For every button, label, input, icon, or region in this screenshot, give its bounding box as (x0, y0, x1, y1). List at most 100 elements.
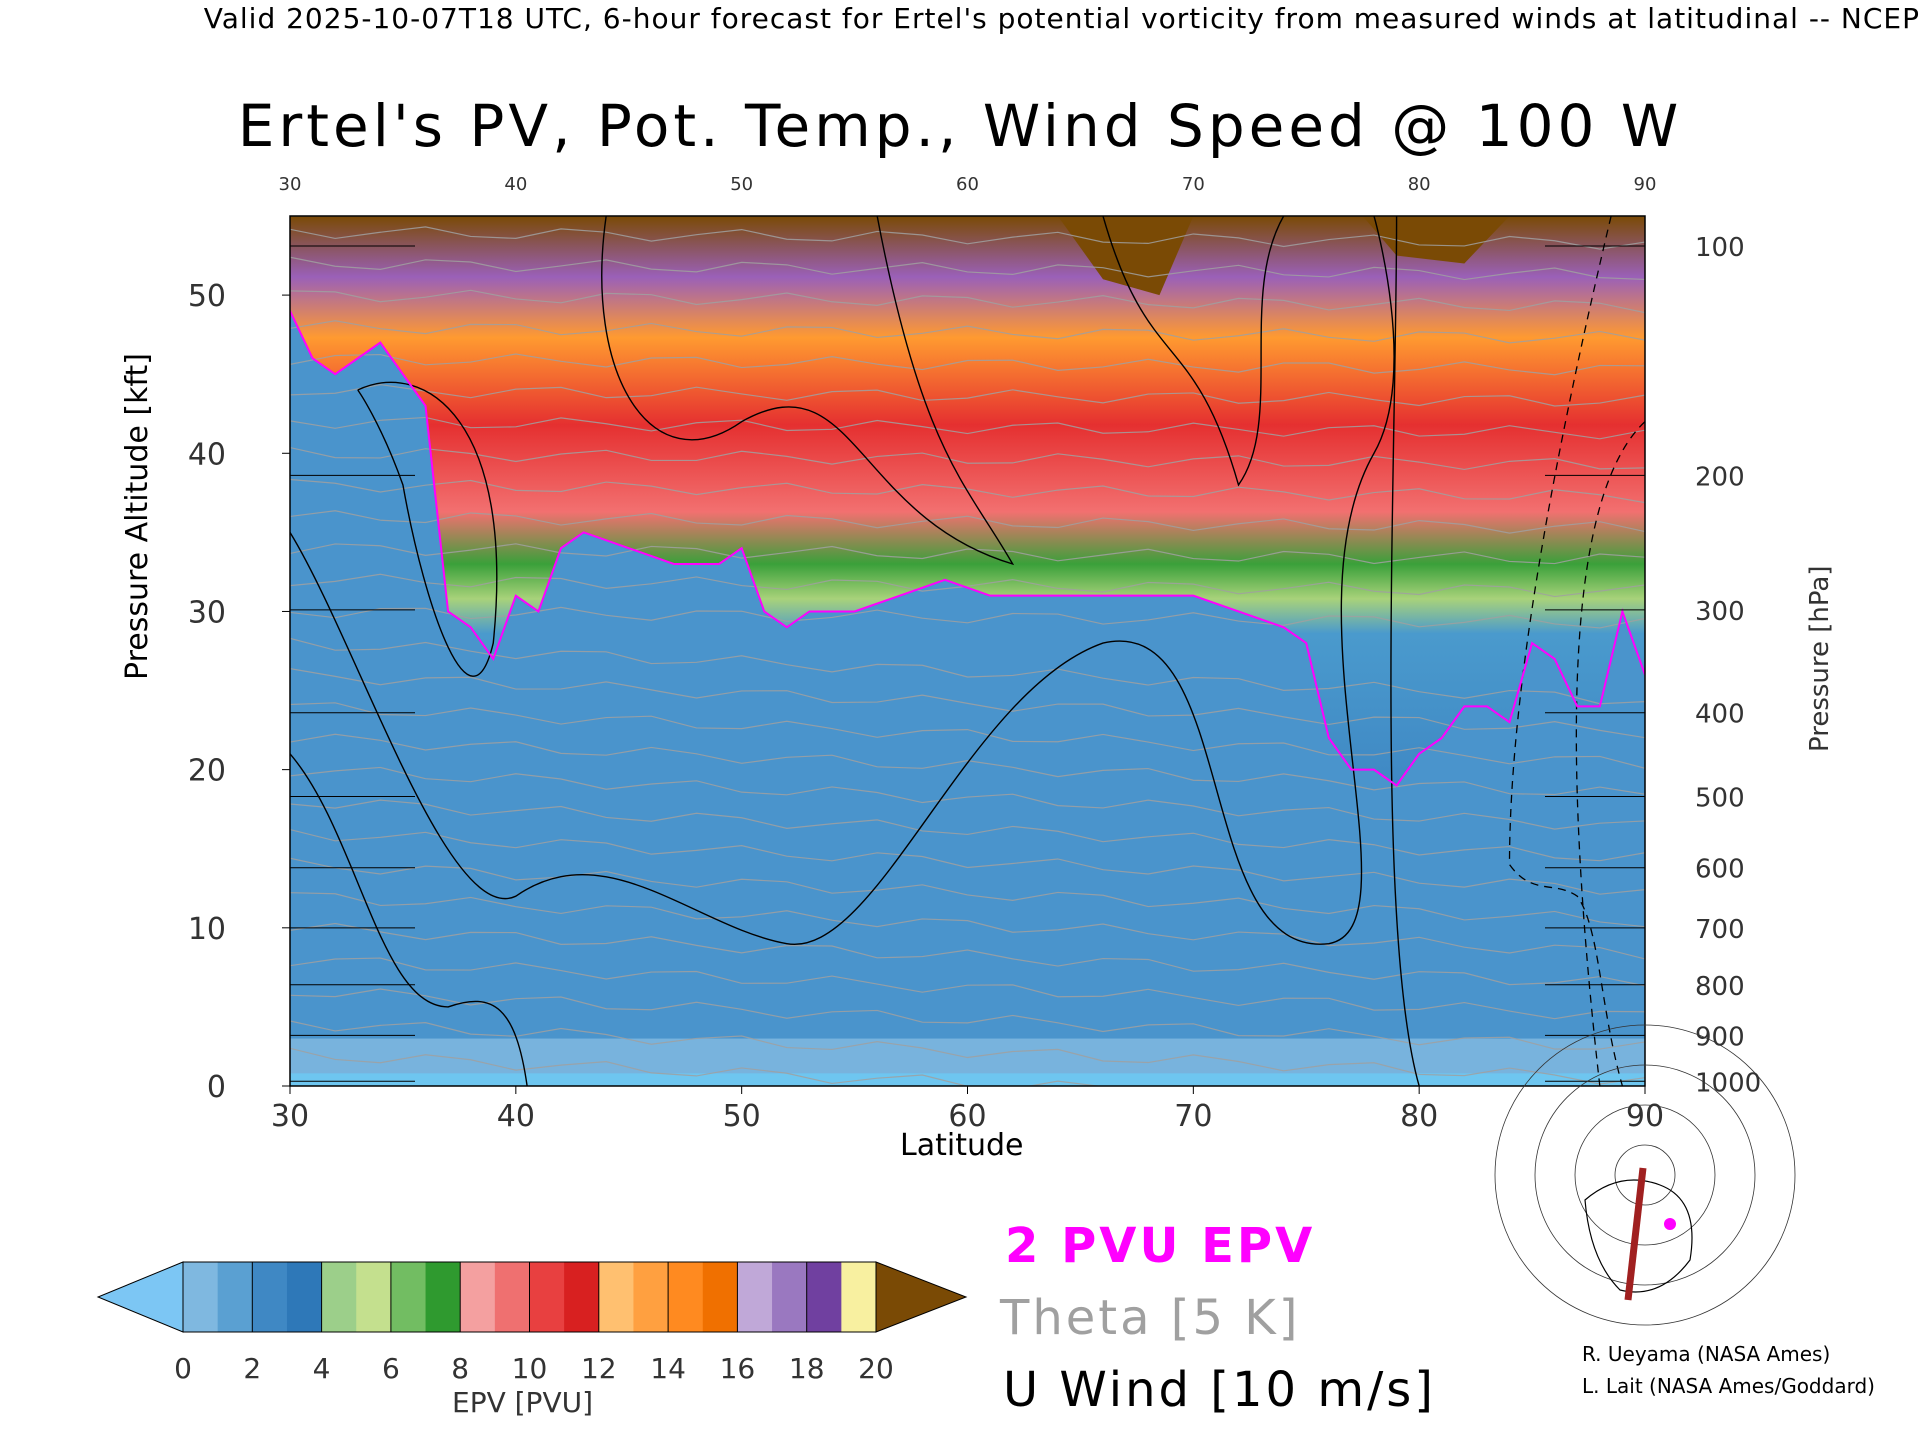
easterly-contour (1575, 421, 1645, 1086)
inset-latitude-circle (1494, 1024, 1796, 1326)
colorbar-tick-label: 8 (451, 1352, 469, 1385)
y-tick-label: 50 (188, 279, 226, 314)
pressure-tick-label: 300 (1695, 597, 1745, 627)
theta-contour (290, 766, 1645, 830)
colorbar-min-arrow (96, 1261, 184, 1333)
troposphere-fill (290, 310, 1645, 1086)
y-tick-label: 10 (188, 912, 226, 947)
colorbar-step (390, 1262, 427, 1332)
theta-contour (290, 733, 1645, 796)
x-tick-label: 50 (723, 1099, 761, 1134)
wind-contour (1102, 216, 1285, 487)
colorbar-step (564, 1262, 600, 1332)
colorbar-step (183, 1262, 219, 1332)
colorbar-tick-label: 6 (382, 1352, 400, 1385)
theta-contour (290, 606, 1645, 629)
theta-contour (290, 799, 1645, 862)
pressure-tick-label: 800 (1695, 972, 1745, 1002)
axes: 3030404050506060707080809090010203040501… (188, 174, 1761, 1134)
theta-contour (290, 543, 1645, 565)
theta-contour (290, 857, 1645, 928)
y-axis-label: Pressure Altitude [kft] (120, 353, 155, 680)
theta-contour (290, 416, 1645, 440)
inset-continent-outline (1584, 1179, 1693, 1293)
colorbar-step (529, 1262, 565, 1332)
inset-cross-section-line (1624, 1167, 1647, 1301)
colorbar-step (321, 1262, 357, 1332)
theta-contour (290, 988, 1645, 1050)
colorbar-step (494, 1262, 530, 1332)
pressure-tick-label: 400 (1695, 700, 1745, 730)
legend-wind: U Wind [10 m/s] (1003, 1362, 1437, 1418)
top-x-tick-label: 30 (279, 174, 302, 195)
pressure-tick-label: 600 (1695, 855, 1745, 885)
colorbar-step (286, 1262, 323, 1332)
x-tick-label: 30 (271, 1099, 309, 1134)
top-x-tick-label: 40 (504, 174, 527, 195)
colorbar-tick-label: 14 (650, 1352, 686, 1385)
inset-latitude-circle (1534, 1064, 1756, 1286)
wind-contour (1390, 216, 1420, 1086)
plot-area (290, 216, 1645, 1086)
colorbar-step (668, 1262, 704, 1332)
theta-contour (290, 353, 1645, 376)
colorbar-tick-label: 18 (789, 1352, 825, 1385)
colorbar-step (772, 1262, 808, 1332)
pressure-tick-label: 700 (1695, 915, 1745, 945)
theta-contour (290, 637, 1645, 705)
x-tick-label: 60 (948, 1099, 986, 1134)
plot-fill-group (290, 216, 1645, 1086)
x-tick-label: 40 (497, 1099, 535, 1134)
theta-contour (290, 256, 1645, 281)
y-tick-label: 40 (188, 437, 226, 472)
legend-theta: Theta [5 K] (1000, 1290, 1301, 1346)
wind-contour (290, 753, 528, 1086)
colorbar-step (252, 1262, 288, 1332)
easterly-contour (1508, 216, 1624, 1086)
y-tick-label: 0 (207, 1070, 226, 1105)
credit-line-2: L. Lait (NASA Ames/Goddard) (1582, 1374, 1875, 1398)
legend-pv: 2 PVU EPV (1005, 1218, 1316, 1274)
theta-contour (290, 446, 1645, 471)
theta-contour (290, 922, 1645, 987)
theta-contour (290, 573, 1645, 598)
theta-contour (290, 1047, 1103, 1086)
wind-contour (601, 216, 1015, 566)
pressure-tick-label: 900 (1695, 1022, 1745, 1052)
theta-contour (290, 957, 1645, 1020)
colorbar-tick-label: 0 (174, 1352, 192, 1385)
inset-latitude-circle (1614, 1144, 1676, 1206)
colorbar-tick-label: 20 (858, 1352, 894, 1385)
top-x-tick-label: 90 (1634, 174, 1657, 195)
inset-location-dot (1664, 1218, 1676, 1230)
wind-contour (290, 216, 1395, 945)
theta-contour (290, 320, 1645, 344)
credit-line-1: R. Ueyama (NASA Ames) (1582, 1342, 1831, 1366)
colorbar-tick-label: 2 (243, 1352, 261, 1385)
pressure-tick-label: 200 (1695, 462, 1745, 492)
top-x-tick-label: 70 (1182, 174, 1205, 195)
colorbar-tick-label: 12 (581, 1352, 617, 1385)
pressure-tick-label: 500 (1695, 784, 1745, 814)
colorbar-step (217, 1262, 253, 1332)
pv-2pvu-line (290, 310, 1645, 787)
theta-contour (290, 289, 1645, 314)
colorbar-step (841, 1262, 877, 1332)
theta-contour (290, 226, 1645, 250)
theta-contour (290, 478, 1645, 504)
theta-contour (290, 702, 1645, 769)
surface-line (290, 1073, 1645, 1086)
colorbar-tick-label: 4 (313, 1352, 331, 1385)
colorbar-step (702, 1262, 738, 1332)
theta-contour (290, 892, 1645, 960)
wind-contour (357, 381, 498, 677)
colorbar-step (425, 1262, 461, 1332)
pressure-tick-label: 1000 (1695, 1068, 1761, 1098)
y-tick-label: 20 (188, 754, 226, 789)
pressure-tick-label: 100 (1695, 233, 1745, 263)
theta-contour (290, 828, 1645, 895)
inset-map (1494, 1024, 1796, 1326)
colorbar-step (737, 1262, 773, 1332)
inset-latitude-circle (1574, 1104, 1716, 1246)
